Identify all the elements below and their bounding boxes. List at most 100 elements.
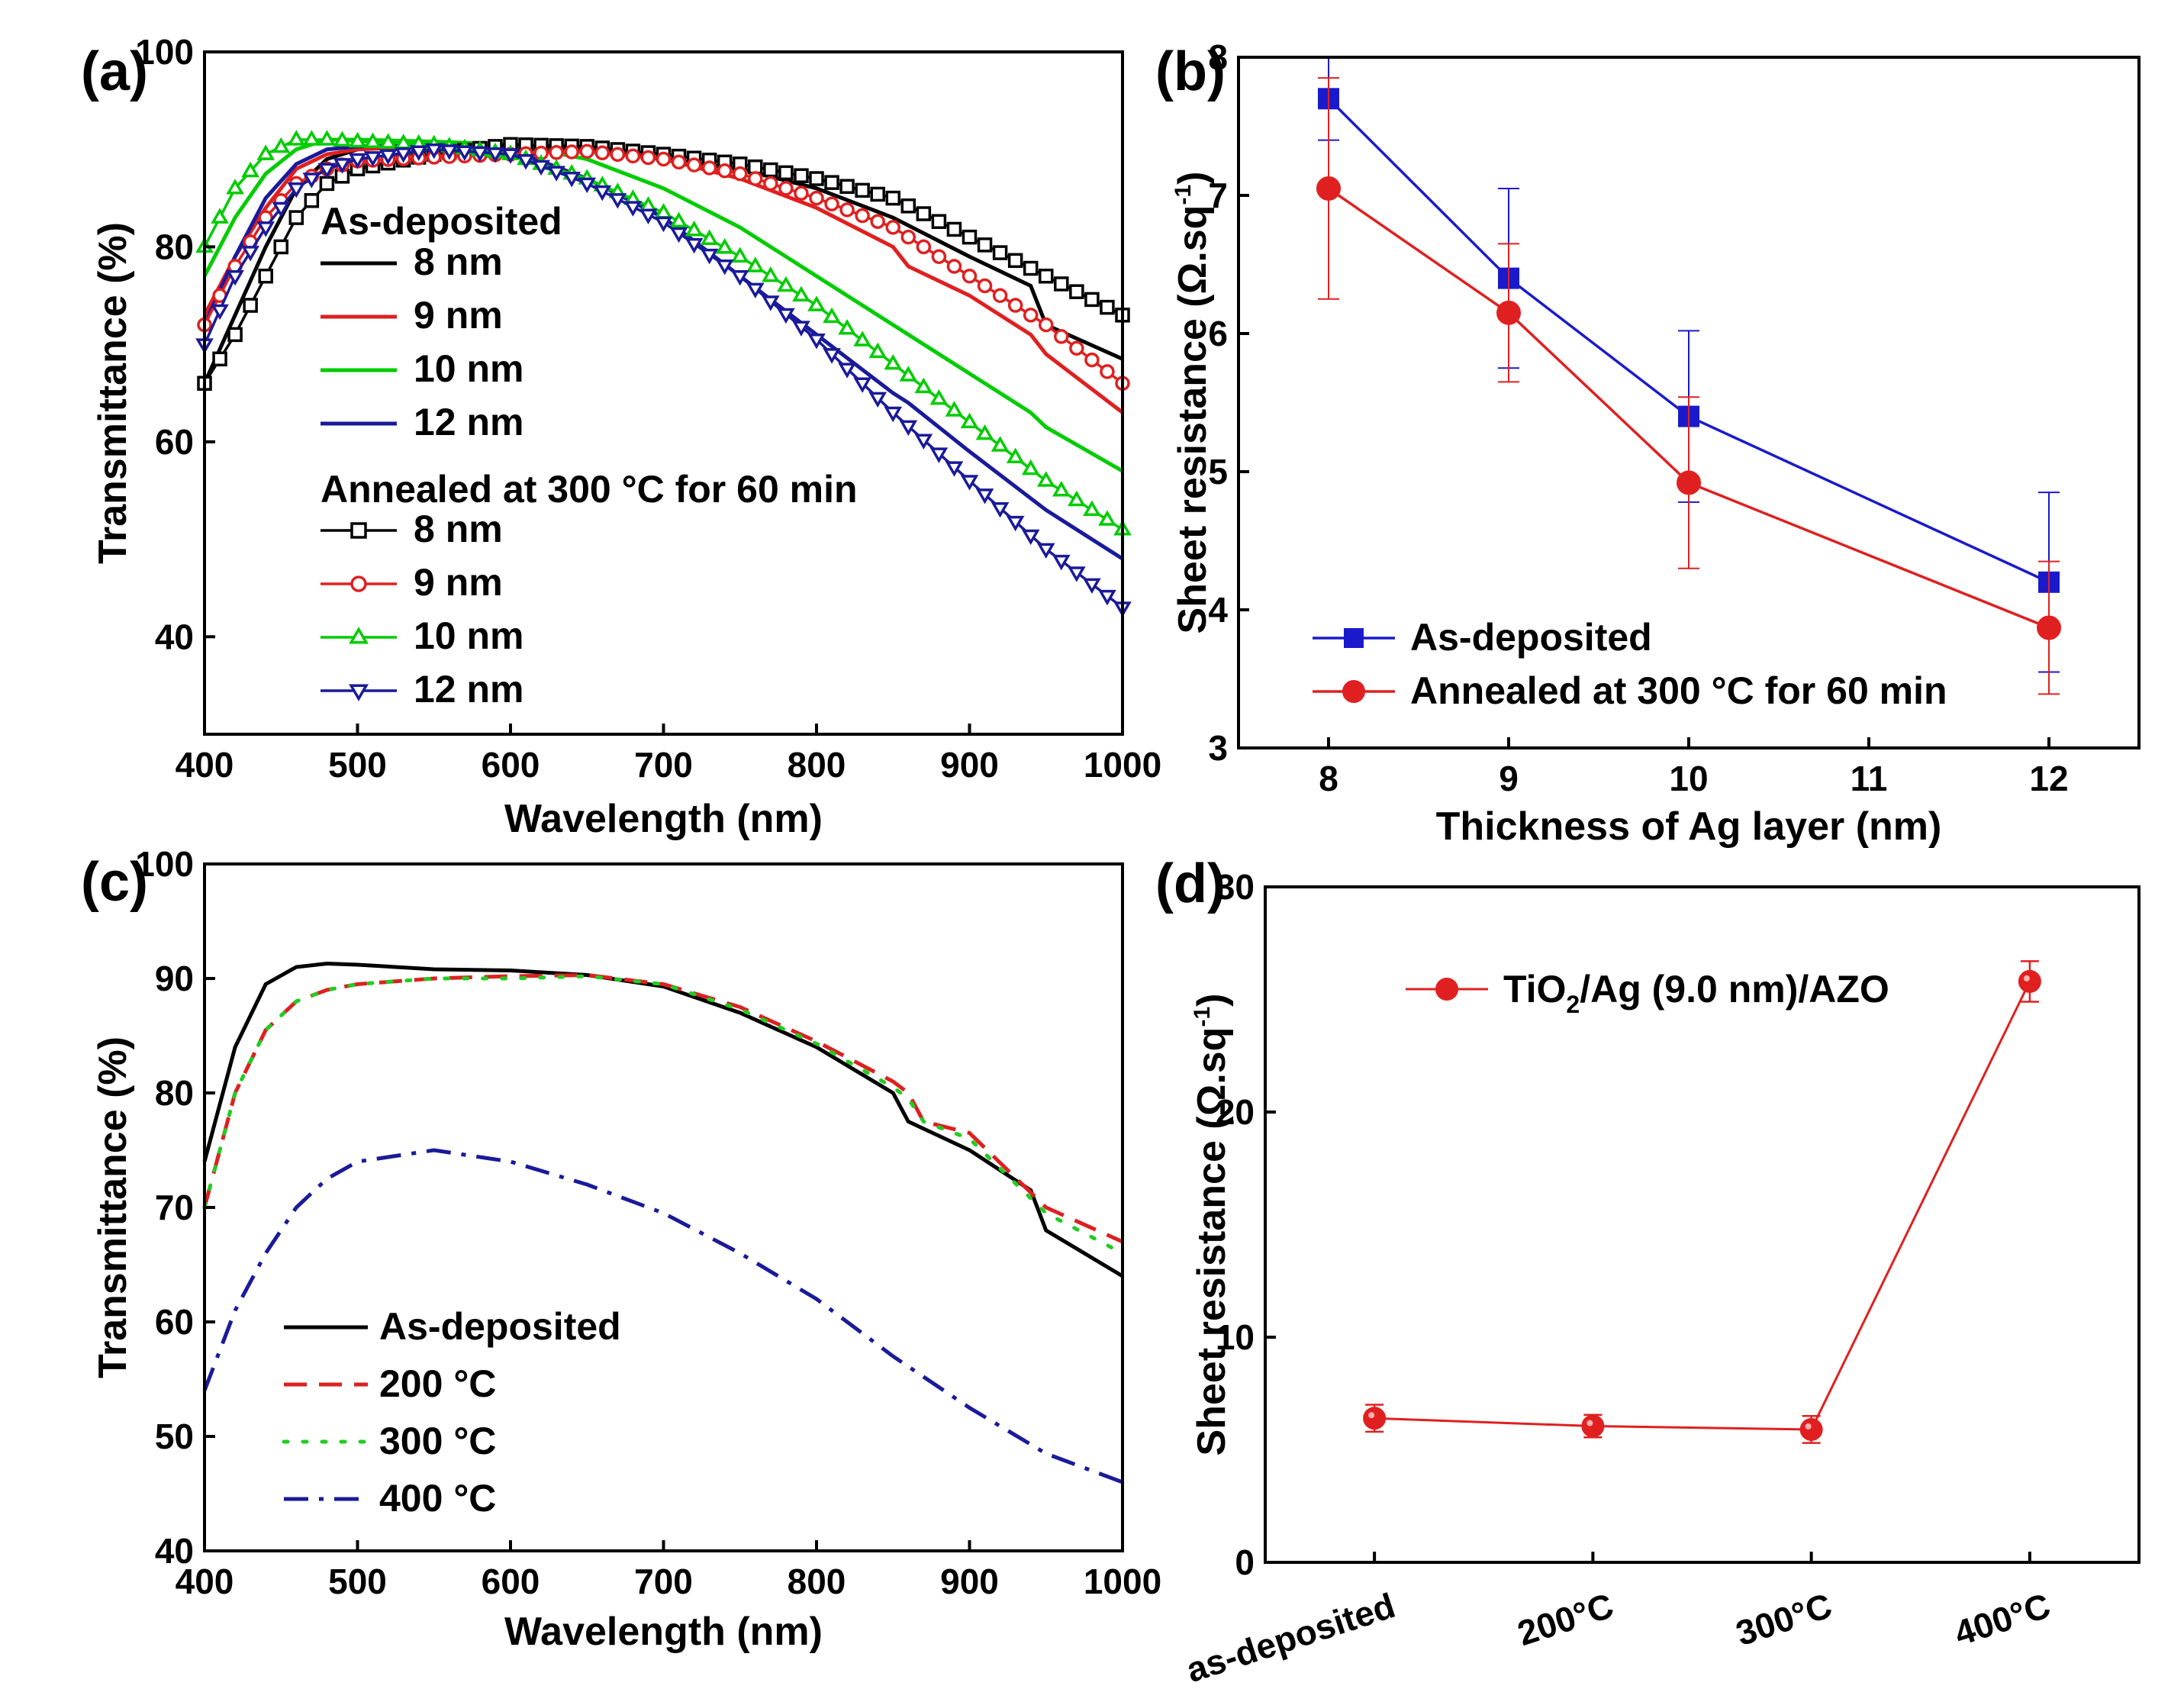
data-point-marker [870, 186, 885, 202]
data-point-marker [960, 475, 979, 491]
series-line-0 [1374, 981, 2031, 1431]
data-point-marker [594, 145, 610, 161]
legend-group-title: As-deposited [321, 200, 562, 243]
x-tick-label: 400°C [1950, 1585, 2055, 1653]
data-point-marker [1007, 298, 1023, 313]
data-point-marker [916, 206, 932, 221]
data-point-marker [639, 196, 658, 212]
data-point-marker [578, 177, 597, 194]
data-point-marker [1006, 447, 1025, 464]
data-point-marker [899, 420, 918, 437]
x-tick-label: 900 [940, 745, 999, 785]
panel-c-frame [203, 862, 1124, 1552]
data-point-marker [625, 148, 641, 164]
data-point-marker [302, 172, 321, 189]
legend-label-main: TiO [1503, 968, 1566, 1011]
data-point-marker [884, 353, 903, 370]
data-point-marker [440, 144, 459, 160]
x-tick-label: 600 [482, 1562, 540, 1601]
data-point-marker [900, 229, 916, 245]
data-point-marker [1098, 589, 1116, 606]
x-tick-label: 800 [788, 745, 846, 785]
legend-label: 200 °C [379, 1362, 496, 1405]
y-tick-label: 5 [1208, 452, 1228, 492]
x-tick-label: 8 [1319, 759, 1338, 798]
data-point-marker [929, 447, 949, 463]
data-point-marker [794, 168, 809, 183]
data-point-marker [809, 190, 824, 206]
legend-label: As-deposited [1410, 616, 1652, 659]
data-point-marker [700, 248, 719, 265]
data-point-marker [838, 319, 856, 335]
x-tick-label: 1000 [1084, 1562, 1161, 1601]
data-point-marker [348, 131, 367, 148]
x-tick-label: 700 [634, 1562, 693, 1601]
data-point-marker [746, 256, 765, 272]
x-tick-label: 700 [634, 745, 693, 785]
data-point-marker [914, 434, 933, 450]
data-point-marker [715, 238, 734, 254]
data-point-marker [962, 268, 978, 284]
legend-label: 12 nm [414, 668, 524, 711]
data-point-marker [610, 147, 626, 163]
data-point-marker [945, 461, 964, 477]
data-point-marker [486, 147, 504, 163]
data-point-marker [608, 193, 627, 209]
data-point-marker [960, 412, 979, 429]
legend-marker [349, 627, 369, 644]
data-point-marker [256, 144, 275, 160]
data-point-marker [900, 198, 916, 214]
data-point-marker [287, 182, 306, 198]
data-point-marker [853, 377, 871, 393]
y-axis-title-main: Sheet resistance (Ω.sq [1190, 1027, 1234, 1456]
y-tick-label: 80 [155, 1073, 194, 1113]
x-tick-label: 800 [788, 1562, 846, 1601]
series-line-0 [202, 961, 1124, 1278]
data-point-marker [409, 145, 428, 161]
data-point-marker [272, 137, 291, 153]
data-point-marker [685, 221, 704, 237]
data-point-marker [730, 269, 749, 286]
x-tick-label: 1000 [1084, 745, 1161, 785]
panel-label: (d) [1155, 853, 1226, 914]
legend-label: 400 °C [379, 1477, 496, 1520]
data-point-marker [640, 150, 656, 166]
data-point-marker [243, 298, 258, 313]
data-point-marker [746, 282, 765, 299]
data-point-marker [977, 237, 993, 253]
data-point-marker [763, 176, 778, 192]
data-point-marker [317, 163, 337, 179]
data-point-marker [424, 143, 443, 160]
y-axis-title: Sheet resistance (Ω.sq-1) [1171, 172, 1215, 634]
y-tick-label: 20 [1216, 1092, 1255, 1132]
data-point-marker [824, 175, 839, 190]
data-point-marker [211, 304, 229, 321]
data-point-marker [975, 488, 994, 504]
y-tick-label: 30 [1216, 867, 1255, 907]
panel-b: 3 4 5 6 7 8 8 9 10 11 12 (b) Thickness of Ag layer (… [1155, 37, 2141, 849]
data-point-marker [1069, 340, 1084, 356]
data-point-marker [394, 134, 413, 150]
y-axis-title: Transmittance (%) [91, 1036, 135, 1378]
data-point-marker [471, 146, 489, 163]
y-tick-label: 60 [155, 1302, 194, 1342]
series-line-5 [203, 150, 1124, 385]
data-point-marker [685, 237, 704, 254]
data-point-marker [1054, 276, 1069, 292]
data-point-marker [763, 162, 778, 178]
data-point-marker [273, 239, 288, 255]
marker-highlight [1805, 1423, 1812, 1430]
data-point-marker [792, 321, 810, 337]
data-point-marker [1084, 352, 1100, 368]
series-line-2 [202, 974, 1125, 1256]
legend-marker [1435, 978, 1458, 1001]
panel-label: (b) [1155, 41, 1226, 102]
data-point-marker [656, 151, 672, 167]
data-point-marker [348, 153, 367, 169]
data-point-marker [456, 145, 474, 161]
data-point-marker [1036, 471, 1055, 487]
data-point-marker [778, 181, 794, 196]
x-tick-label: 11 [1851, 759, 1888, 798]
data-point-marker [1363, 1407, 1387, 1430]
legend-marker [1344, 628, 1364, 648]
